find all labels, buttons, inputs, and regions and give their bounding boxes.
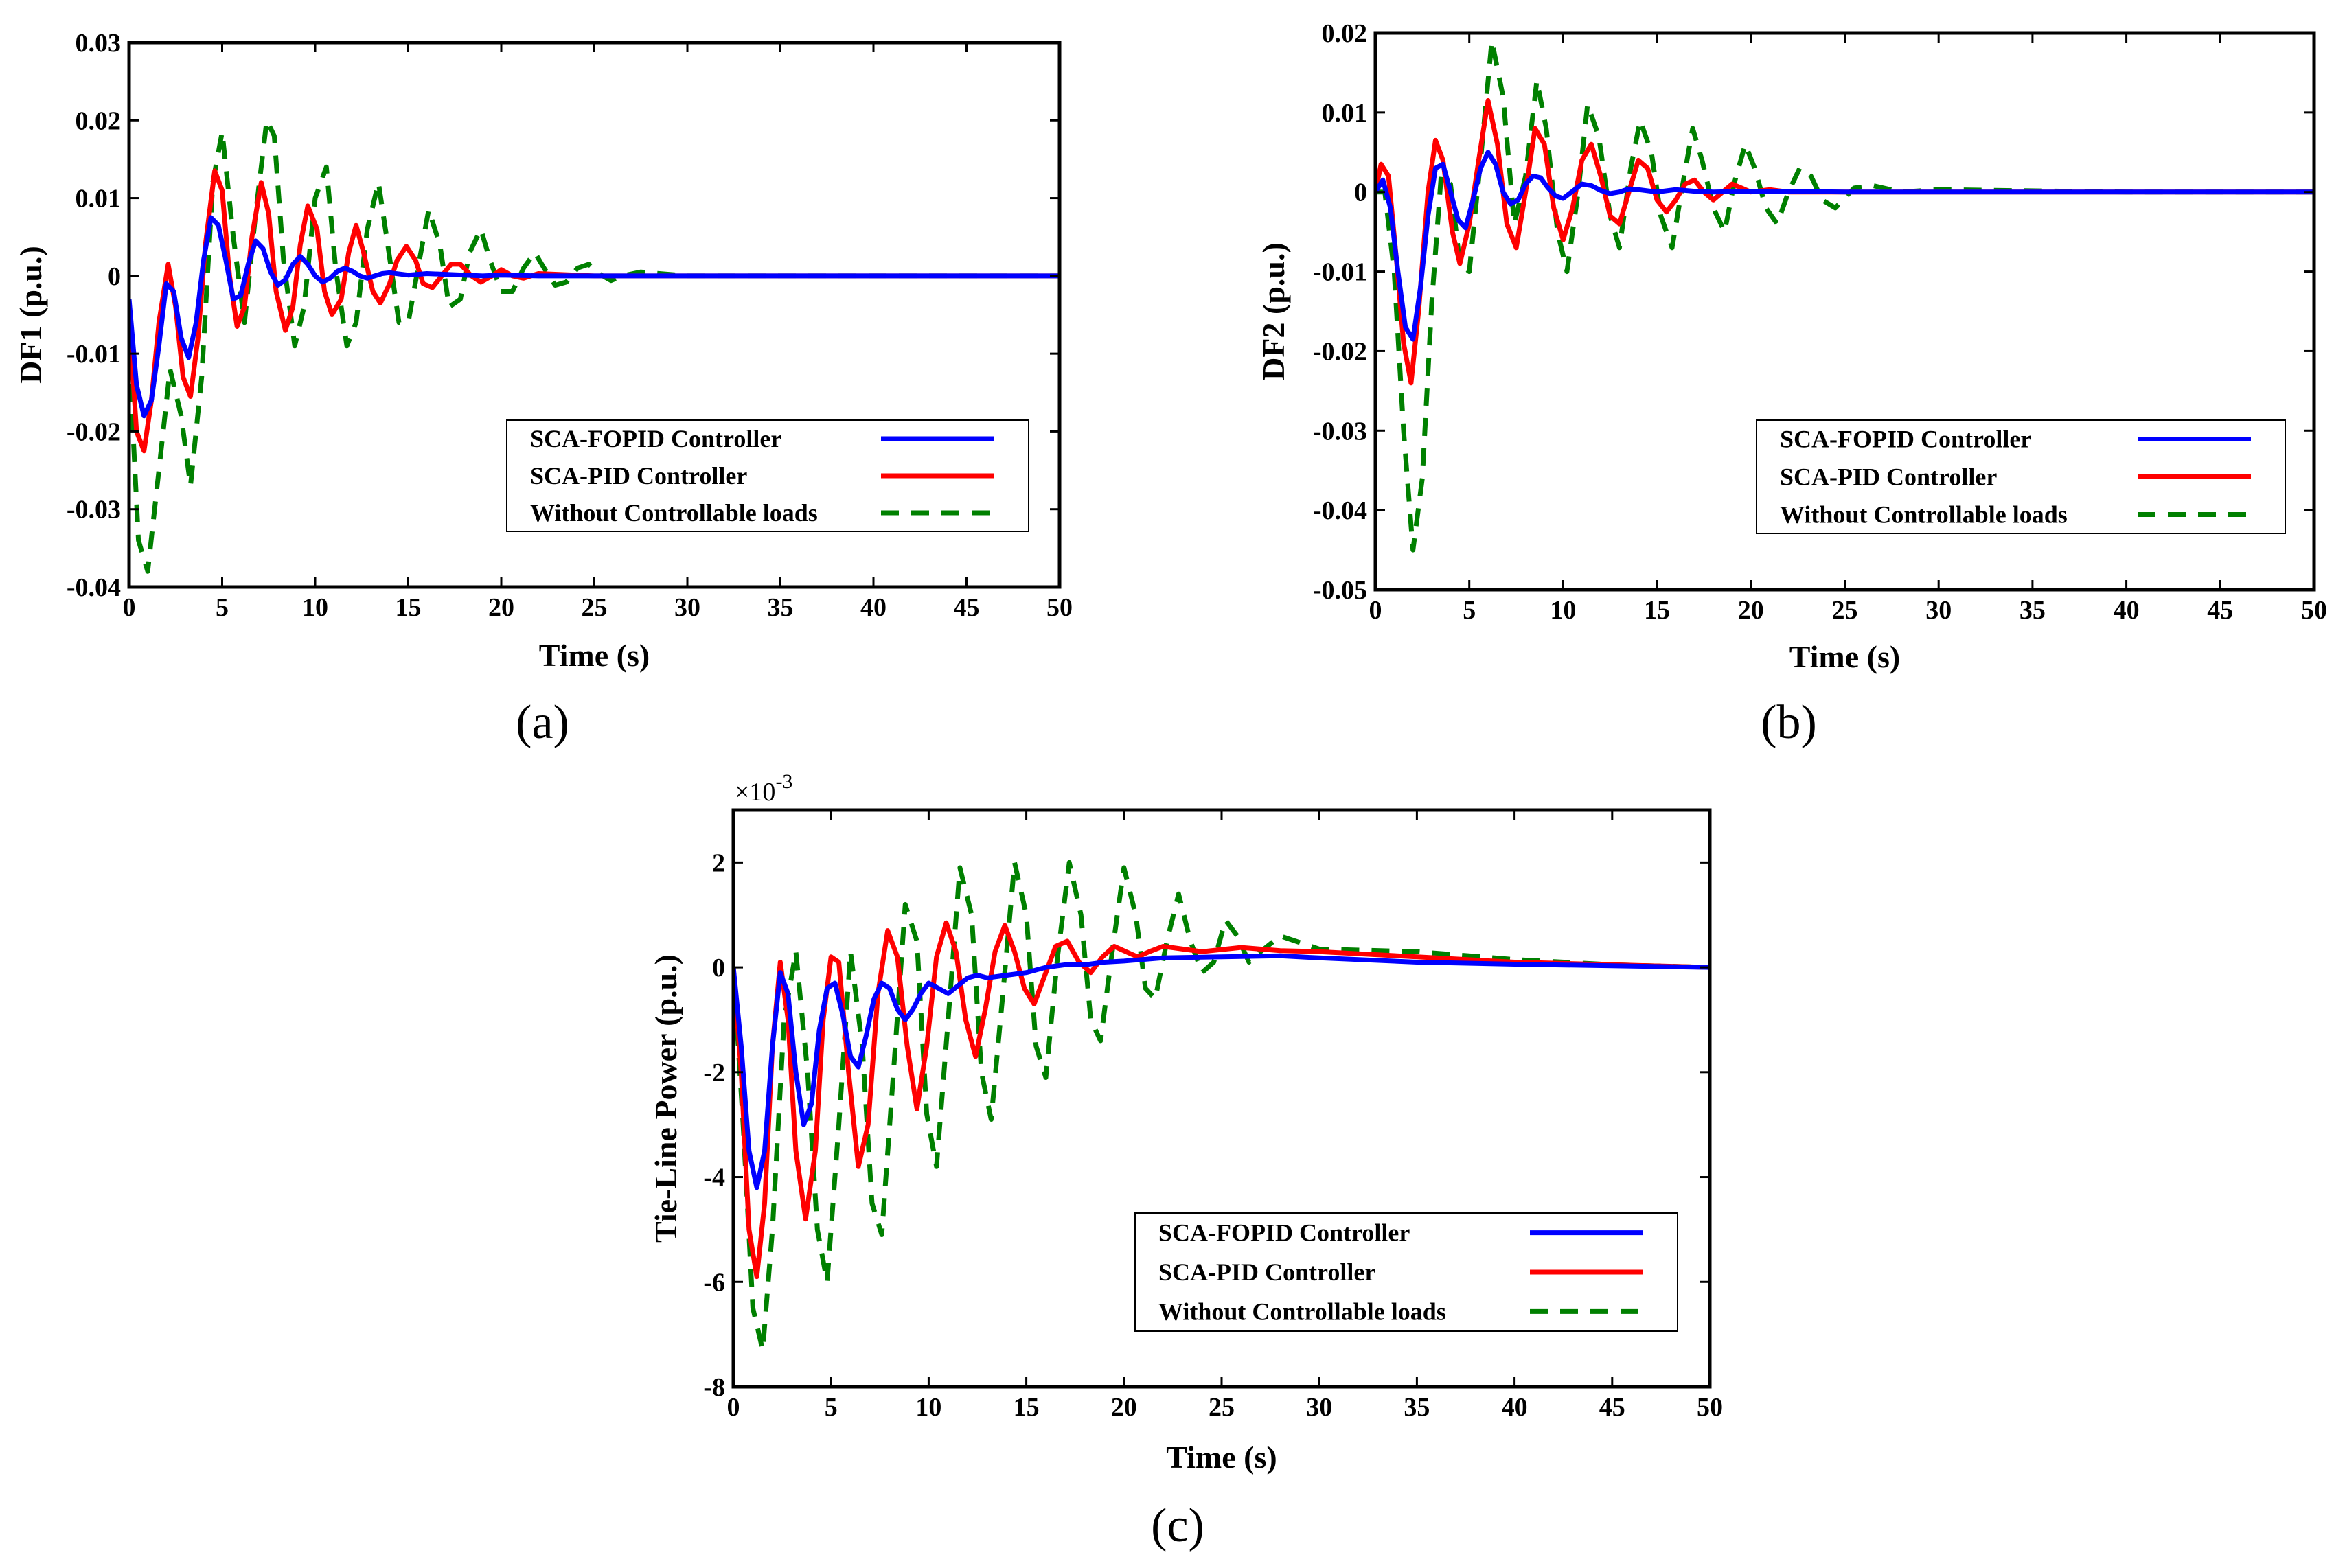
y-tick-label: 0 bbox=[1354, 178, 1367, 207]
y-tick-label: 0.02 bbox=[1322, 19, 1368, 48]
x-tick-label: 40 bbox=[860, 593, 886, 622]
x-tick-label: 50 bbox=[1697, 1393, 1723, 1422]
series-group bbox=[1375, 38, 2314, 553]
panel-caption: (c) bbox=[1151, 1499, 1204, 1552]
x-tick-label: 45 bbox=[2207, 596, 2233, 625]
x-tick-label: 5 bbox=[1463, 596, 1476, 625]
y-tick-label: 0.01 bbox=[76, 185, 122, 214]
x-tick-label: 20 bbox=[1111, 1393, 1137, 1422]
x-tick-label: 35 bbox=[768, 593, 794, 622]
series-line-pid bbox=[1375, 98, 2314, 386]
legend-label-without: Without Controllable loads bbox=[1158, 1298, 1446, 1325]
y-tick-label: -0.02 bbox=[67, 417, 121, 446]
x-tick-label: 35 bbox=[1404, 1393, 1430, 1422]
x-tick-label: 0 bbox=[1369, 596, 1382, 625]
series-line-fopid bbox=[733, 953, 1710, 1190]
x-tick-label: 25 bbox=[582, 593, 608, 622]
y-tick-label: 2 bbox=[712, 849, 725, 877]
legend-label-pid: SCA-PID Controller bbox=[1780, 463, 1997, 491]
y-tick-label: -0.04 bbox=[67, 573, 121, 602]
legend: SCA-FOPID Controller SCA-PID Controller Wi… bbox=[1756, 419, 2286, 534]
x-tick-label: 15 bbox=[1014, 1393, 1040, 1422]
x-tick-label: 40 bbox=[1502, 1393, 1528, 1422]
y-axis-label: DF2 (p.u.) bbox=[1256, 242, 1291, 380]
y-tick-label: -0.02 bbox=[1313, 337, 1367, 366]
x-tick-label: 0 bbox=[727, 1393, 740, 1422]
y-tick-label: 0.02 bbox=[76, 106, 122, 135]
panel-c-chart: 0 5 10 15 20 25 30 35 40 45 50 -8 -6 -4 -2 0 2 ×10-3 Time … bbox=[648, 770, 1723, 1552]
legend: SCA-FOPID Controller SCA-PID Controller Wi… bbox=[506, 419, 1029, 532]
series-group bbox=[733, 860, 1710, 1352]
x-tick-label: 5 bbox=[825, 1393, 838, 1422]
y-tick-label: -0.01 bbox=[67, 340, 121, 369]
x-tick-label: 35 bbox=[2020, 596, 2046, 625]
x-tick-label: 30 bbox=[1925, 596, 1952, 625]
x-tick-label: 45 bbox=[1599, 1393, 1625, 1422]
legend-label-pid: SCA-PID Controller bbox=[1158, 1258, 1375, 1286]
legend-label-fopid: SCA-FOPID Controller bbox=[1158, 1219, 1410, 1247]
x-tick-label: 10 bbox=[915, 1393, 941, 1422]
y-tick-label: -2 bbox=[703, 1059, 725, 1087]
y-tick-label: -8 bbox=[703, 1373, 725, 1402]
x-axis-label: Time (s) bbox=[539, 638, 650, 673]
y-tick-label: 0 bbox=[108, 262, 121, 291]
panel-a-chart: 0 5 10 15 20 25 30 35 40 45 50 -0.04 -0.03 -0.02 -0.01… bbox=[13, 29, 1073, 749]
series-line-pid bbox=[733, 920, 1710, 1280]
series-line-without bbox=[129, 117, 1060, 574]
legend-label-fopid: SCA-FOPID Controller bbox=[530, 425, 781, 452]
legend-label-without: Without Controllable loads bbox=[1780, 501, 2068, 529]
panel-b-chart: 0 5 10 15 20 25 30 35 40 45 50 -0.05 -0.04 -0.03 -0.02… bbox=[1256, 19, 2327, 749]
series-group bbox=[129, 117, 1060, 574]
legend-label-fopid: SCA-FOPID Controller bbox=[1780, 426, 2031, 453]
x-tick-label: 25 bbox=[1209, 1393, 1235, 1422]
y-tick-label: -0.01 bbox=[1313, 258, 1367, 287]
y-axis-label: DF1 (p.u.) bbox=[13, 246, 48, 384]
x-tick-label: 40 bbox=[2114, 596, 2140, 625]
y-axis-multiplier: ×10-3 bbox=[735, 770, 792, 807]
x-tick-label: 0 bbox=[123, 593, 136, 622]
y-tick-label: 0.01 bbox=[1322, 99, 1368, 128]
x-tick-label: 20 bbox=[488, 593, 514, 622]
x-tick-label: 30 bbox=[1306, 1393, 1332, 1422]
x-tick-label: 15 bbox=[396, 593, 422, 622]
y-tick-label: 0 bbox=[712, 954, 725, 982]
legend-label-without: Without Controllable loads bbox=[530, 499, 818, 527]
series-line-fopid bbox=[129, 215, 1060, 419]
y-tick-label: -0.05 bbox=[1313, 576, 1367, 605]
x-tick-label: 50 bbox=[1046, 593, 1073, 622]
y-tick-label: -0.03 bbox=[67, 496, 121, 524]
x-tick-label: 45 bbox=[954, 593, 980, 622]
y-tick-label: -0.03 bbox=[1313, 417, 1367, 446]
series-line-without bbox=[1375, 38, 2314, 553]
x-axis-label: Time (s) bbox=[1789, 639, 1900, 674]
x-tick-label: 50 bbox=[2301, 596, 2327, 625]
legend-label-pid: SCA-PID Controller bbox=[530, 462, 747, 489]
y-tick-label: -0.04 bbox=[1313, 496, 1367, 525]
y-tick-label: -4 bbox=[703, 1164, 725, 1192]
x-tick-label: 10 bbox=[302, 593, 328, 622]
x-tick-label: 15 bbox=[1644, 596, 1670, 625]
x-axis-label: Time (s) bbox=[1166, 1440, 1277, 1475]
series-line-pid bbox=[129, 168, 1060, 454]
x-tick-label: 20 bbox=[1738, 596, 1764, 625]
legend: SCA-FOPID Controller SCA-PID Controller Wi… bbox=[1134, 1212, 1678, 1332]
panel-caption: (b) bbox=[1761, 696, 1817, 749]
x-tick-label: 30 bbox=[674, 593, 700, 622]
x-tick-label: 25 bbox=[1832, 596, 1858, 625]
y-axis-label: Tie-Line Power (p.u.) bbox=[648, 954, 683, 1243]
panel-caption: (a) bbox=[516, 696, 569, 749]
series-line-fopid bbox=[1375, 150, 2314, 342]
x-tick-label: 10 bbox=[1550, 596, 1576, 625]
y-tick-label: 0.03 bbox=[76, 29, 122, 58]
y-tick-label: -6 bbox=[703, 1268, 725, 1297]
x-tick-label: 5 bbox=[216, 593, 229, 622]
